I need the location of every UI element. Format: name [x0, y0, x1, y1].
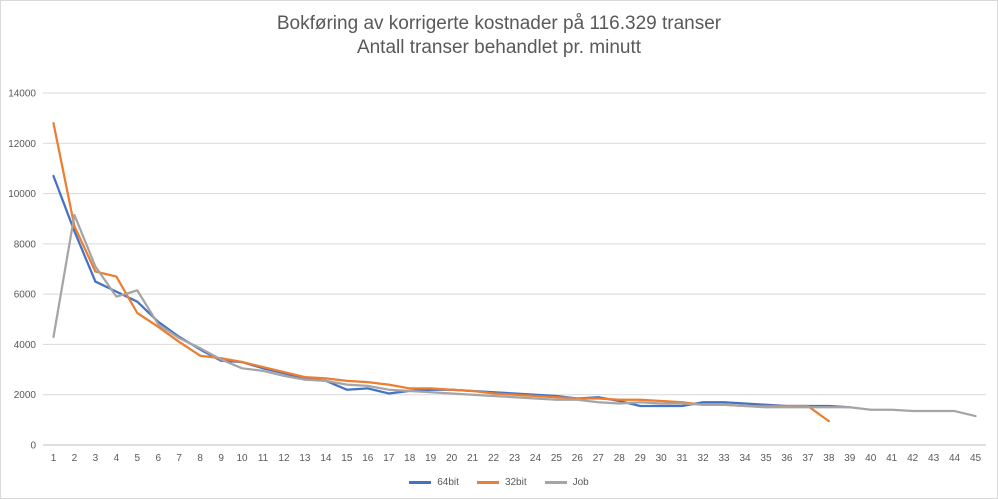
x-tick-label: 32 — [698, 453, 710, 464]
legend-label: 32bit — [504, 476, 527, 488]
x-tick-label: 41 — [886, 453, 898, 464]
y-tick-label: 14000 — [8, 89, 36, 100]
series-line-32bit — [52, 122, 830, 423]
y-tick-label: 4000 — [14, 340, 37, 351]
x-tick-label: 35 — [760, 453, 772, 464]
legend: 64bit 32bit Job — [0, 474, 998, 490]
y-tick-label: 6000 — [14, 290, 37, 301]
legend-item-64bit: 64bit — [409, 477, 459, 488]
x-tick-label: 9 — [218, 453, 224, 464]
legend-label: 64bit — [437, 476, 459, 488]
y-tick-label: 12000 — [8, 139, 36, 150]
x-tick-label: 3 — [93, 453, 99, 464]
x-tick-label: 25 — [551, 453, 563, 464]
x-tick-label: 15 — [341, 453, 353, 464]
x-tick-label: 33 — [718, 453, 730, 464]
legend-item-job: Job — [544, 476, 589, 488]
y-tick-label: 10000 — [8, 189, 36, 200]
chart-title: Bokføring av korrigerte kostnader på 116… — [276, 13, 722, 34]
y-tick-label: 8000 — [14, 239, 37, 250]
y-tick-label: 0 — [30, 441, 36, 452]
x-tick-label: 40 — [865, 453, 877, 464]
x-tick-label: 2 — [72, 453, 78, 464]
x-tick-label: 1 — [51, 453, 57, 464]
x-tick-label: 14 — [320, 453, 332, 464]
x-tick-label: 21 — [467, 453, 479, 464]
legend-swatch — [409, 480, 432, 484]
x-tick-label: 4 — [114, 453, 120, 464]
x-tick-label: 5 — [135, 453, 141, 464]
x-tick-label: 27 — [593, 453, 605, 464]
x-tick-label: 26 — [572, 453, 584, 464]
x-tick-label: 6 — [155, 453, 161, 464]
x-tick-label: 12 — [278, 453, 290, 464]
legend-swatch — [544, 480, 567, 484]
x-tick-label: 30 — [656, 453, 668, 464]
x-tick-label: 44 — [949, 453, 961, 464]
x-tick-label: 43 — [928, 453, 940, 464]
x-tick-label: 37 — [802, 453, 814, 464]
x-tick-label: 11 — [258, 453, 269, 464]
x-tick-label: 34 — [739, 453, 751, 464]
series-line-64bit — [52, 174, 851, 409]
x-tick-label: 19 — [425, 453, 437, 464]
x-tick-label: 8 — [197, 453, 203, 464]
x-tick-label: 28 — [614, 453, 626, 464]
x-tick-label: 39 — [844, 453, 856, 464]
y-tick-label: 2000 — [14, 390, 37, 401]
x-tick-label: 38 — [823, 453, 835, 464]
x-tick-label: 7 — [176, 453, 182, 464]
x-tick-label: 20 — [446, 453, 458, 464]
chart-subtitle: Antall transer behandlet pr. minutt — [356, 37, 642, 58]
x-tick-label: 36 — [781, 453, 793, 464]
x-tick-label: 23 — [509, 453, 521, 464]
series-line-job — [52, 213, 977, 418]
x-tick-label: 16 — [362, 453, 374, 464]
x-tick-label: 45 — [970, 453, 982, 464]
x-tick-label: 17 — [383, 453, 395, 464]
legend-label: Job — [572, 476, 589, 488]
x-tick-label: 24 — [530, 453, 542, 464]
x-tick-label: 22 — [488, 453, 500, 464]
x-tick-label: 42 — [907, 453, 919, 464]
x-tick-label: 13 — [299, 453, 311, 464]
x-tick-label: 18 — [404, 453, 416, 464]
legend-item-32bit: 32bit — [476, 476, 527, 488]
legend-swatch — [476, 480, 499, 484]
x-tick-label: 10 — [237, 453, 249, 464]
x-tick-label: 31 — [677, 453, 689, 464]
x-tick-label: 29 — [635, 453, 647, 464]
